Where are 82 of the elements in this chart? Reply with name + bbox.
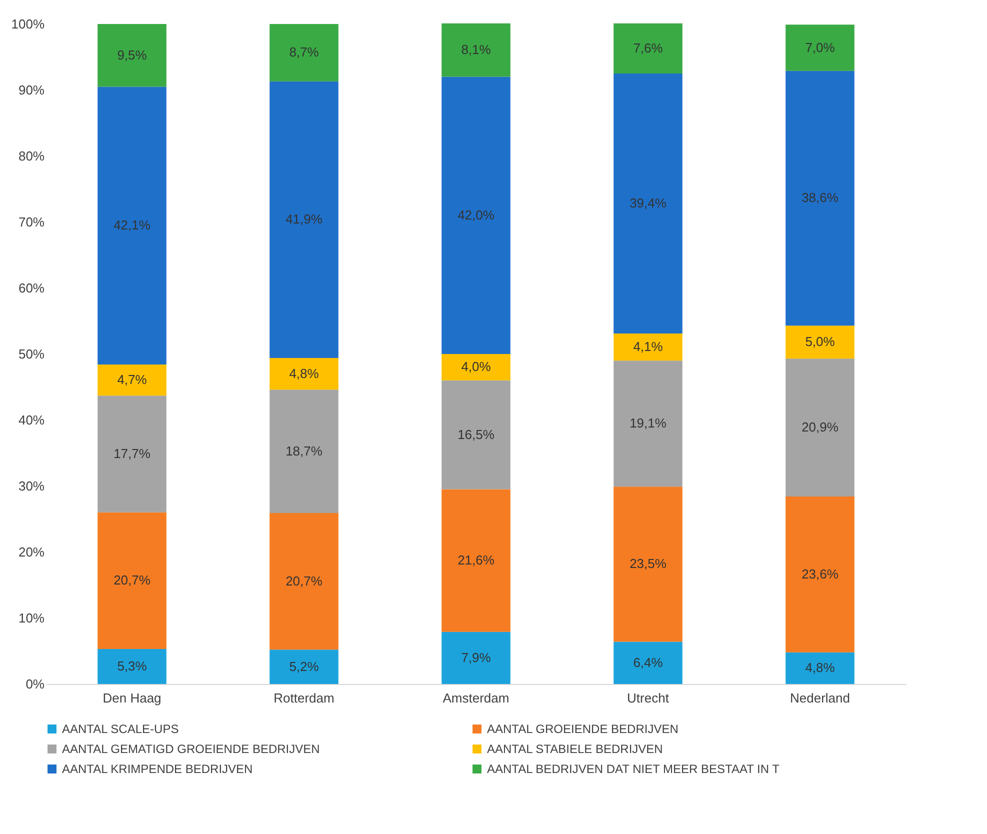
data-label: 4,0%: [461, 359, 492, 374]
x-tick-label: Nederland: [790, 690, 850, 706]
bar: [442, 380, 510, 490]
data-label: 4,7%: [117, 372, 148, 388]
data-label: 18,7%: [286, 443, 323, 458]
y-tick-label: 10%: [18, 610, 45, 626]
bar: [786, 24, 854, 71]
data-label: 7,0%: [805, 40, 836, 55]
data-label: 20,9%: [802, 420, 839, 435]
data-label: 4,8%: [289, 366, 320, 381]
bar: [786, 652, 854, 684]
x-tick-label: Den Haag: [102, 690, 162, 706]
data-label: 5,2%: [289, 658, 320, 674]
y-tick-label: 30%: [18, 478, 45, 494]
y-tick-label: 0%: [26, 676, 45, 692]
bar: [98, 24, 166, 87]
data-label: 23,5%: [630, 556, 667, 572]
bar: [270, 390, 338, 514]
data-label: 5,3%: [117, 658, 148, 674]
bar: [98, 649, 166, 684]
bar: [442, 76, 510, 354]
data-label: 8,1%: [461, 42, 492, 58]
y-tick-label: 50%: [18, 346, 45, 362]
data-label: 9,5%: [117, 47, 148, 62]
bar: [270, 358, 338, 390]
legend-label: AANTAL GEMATIGD GROEIENDE BEDRIJVEN: [62, 742, 320, 756]
data-label: 21,6%: [458, 552, 495, 568]
data-label: 42,0%: [458, 207, 495, 222]
bar: [614, 23, 682, 74]
data-label: 16,5%: [458, 426, 495, 442]
y-tick-label: 70%: [18, 214, 45, 230]
data-label: 17,7%: [114, 446, 151, 461]
data-label: 6,4%: [633, 654, 664, 670]
legend-label: AANTAL KRIMPENDE BEDRIJVEN: [62, 762, 253, 776]
data-label: 5,0%: [805, 334, 836, 350]
bar: [98, 86, 166, 365]
bar: [442, 632, 510, 684]
y-tick-label: 80%: [18, 148, 45, 164]
bar: [270, 650, 338, 684]
bar: [614, 486, 682, 642]
legend-label: AANTAL STABIELE BEDRIJVEN: [487, 742, 663, 756]
bar: [98, 396, 166, 512]
bar: [270, 513, 338, 650]
bar: [442, 354, 510, 380]
bar: [786, 70, 854, 326]
data-label: 8,7%: [289, 44, 320, 60]
legend-label: AANTAL SCALE-UPS: [62, 722, 179, 736]
bar: [98, 364, 166, 396]
data-label: 42,1%: [114, 218, 151, 233]
bar: [614, 642, 682, 684]
bar: [442, 489, 510, 632]
y-tick-label: 20%: [18, 544, 45, 560]
y-tick-label: 60%: [18, 280, 45, 296]
bar: [786, 496, 854, 652]
data-label: 7,9%: [461, 650, 492, 665]
bar: [614, 360, 682, 487]
bar: [270, 81, 338, 358]
y-tick-label: 90%: [18, 82, 45, 98]
bar: [786, 326, 854, 359]
data-label: 4,1%: [633, 339, 664, 354]
data-label: 20,7%: [286, 573, 323, 588]
bar: [786, 358, 854, 497]
data-label: 23,6%: [802, 566, 839, 582]
data-label: 39,4%: [630, 196, 667, 211]
bar: [614, 334, 682, 361]
y-tick-label: 100%: [11, 16, 45, 32]
data-label: 20,7%: [114, 572, 151, 588]
data-label: 38,6%: [802, 190, 839, 206]
bar: [614, 74, 682, 334]
legend-label: AANTAL BEDRIJVEN DAT NIET MEER BESTAAT IN T: [487, 762, 780, 776]
x-tick-label: Utrecht: [627, 690, 670, 706]
x-tick-label: Rotterdam: [274, 690, 334, 706]
data-label: 7,6%: [633, 40, 664, 56]
bar: [98, 512, 166, 650]
data-label: 19,1%: [630, 416, 667, 431]
data-label: 41,9%: [286, 212, 323, 227]
legend-label: AANTAL GROEIENDE BEDRIJVEN: [487, 722, 678, 736]
y-tick-label: 40%: [18, 412, 45, 428]
data-label: 4,8%: [805, 660, 836, 676]
x-tick-label: Amsterdam: [442, 690, 510, 706]
bar: [270, 24, 338, 82]
bar: [442, 23, 510, 77]
